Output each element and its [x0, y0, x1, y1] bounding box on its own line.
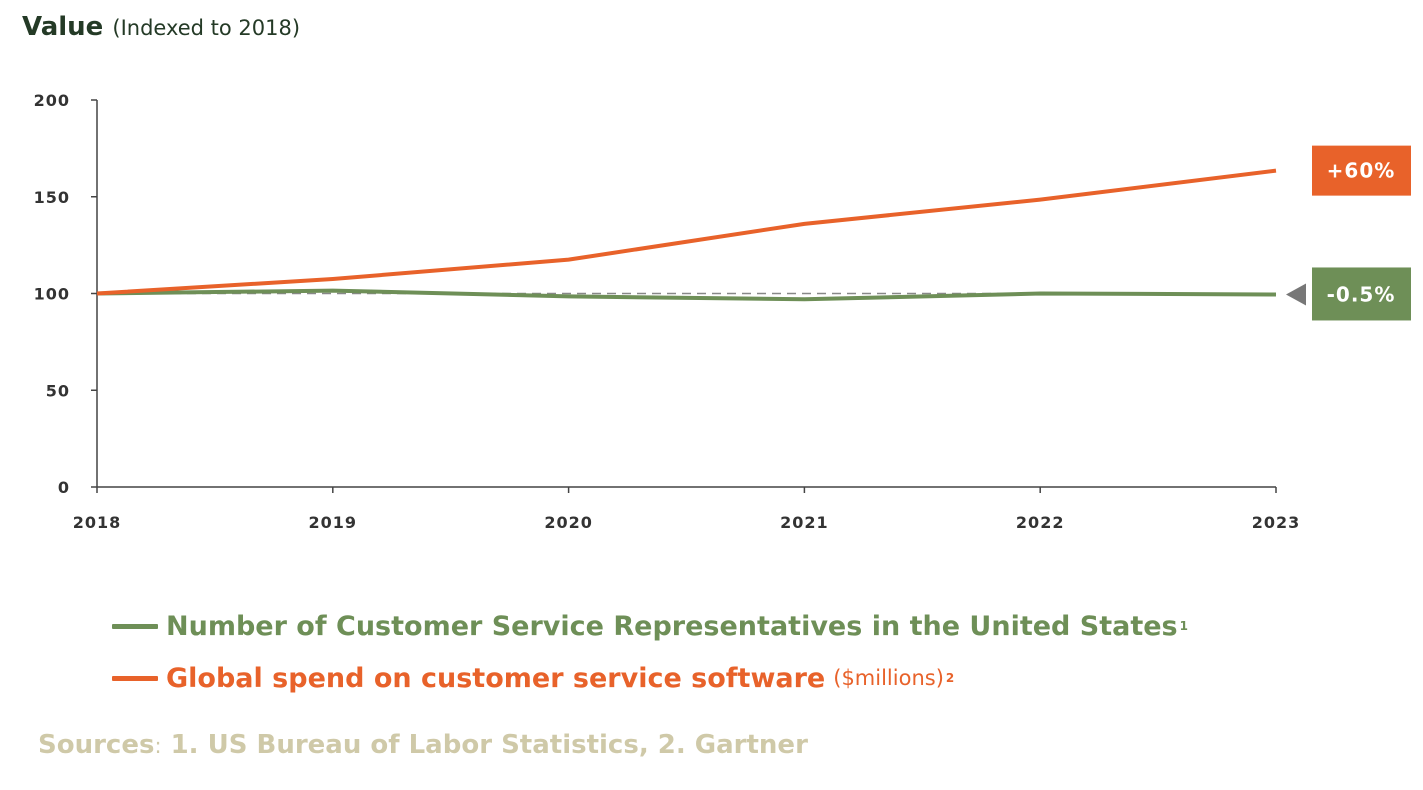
legend-footnote-1: 1: [1179, 619, 1188, 633]
x-tick-label: 2023: [1252, 513, 1301, 532]
y-tick-label: 100: [34, 285, 70, 304]
series-line-representatives: [96, 288, 1277, 302]
legend-label-software-spend: Global spend on customer service softwar…: [166, 662, 826, 694]
source-2: 2. Gartner: [657, 730, 808, 760]
end-badge-representatives: [1312, 267, 1411, 321]
y-tick-label: 200: [34, 91, 70, 110]
y-tick-label: 50: [46, 381, 70, 400]
series-line-software-spend: [96, 168, 1277, 296]
x-tick-label: 2018: [73, 513, 122, 532]
legend-swatch-green: [112, 623, 158, 629]
chart-title-note: (Indexed to 2018): [112, 16, 301, 40]
legend-footnote-2: 2: [945, 671, 955, 685]
end-label-software-spend: +60%: [1327, 159, 1396, 183]
legend-label-representatives: Number of Customer Service Representativ…: [166, 610, 1178, 642]
x-tick-label: 2019: [309, 513, 358, 532]
x-tick-label: 2021: [780, 513, 829, 532]
y-tick-label: 150: [34, 188, 70, 207]
x-tick-label: 2022: [1016, 513, 1065, 532]
chart-title-main: Value: [22, 12, 104, 42]
legend-item-representatives: Number of Customer Service Representativ…: [112, 606, 1188, 646]
y-tick-label: 0: [58, 478, 70, 497]
sources-prefix: Sources: [38, 730, 155, 760]
end-label-representatives: -0.5%: [1327, 282, 1396, 306]
end-label-pointer-icon: [1286, 283, 1306, 306]
sources-separator: :: [154, 734, 162, 758]
chart-title: Value (Indexed to 2018): [22, 12, 300, 42]
sources-footnote: Sources: 1. US Bureau of Labor Statistic…: [38, 730, 808, 760]
line-chart: 0 50 100 150 200 2018 2019 2020 2021 2022 2023 +60%…: [34, 91, 1411, 532]
legend-note-millions: ($millions): [833, 666, 944, 690]
x-tick-label: 2020: [544, 513, 593, 532]
legend-swatch-orange: [112, 675, 158, 681]
end-badge-software-spend: [1312, 145, 1411, 196]
legend-item-software-spend: Global spend on customer service softwar…: [112, 658, 954, 698]
source-1: 1. US Bureau of Labor Statistics,: [170, 730, 649, 760]
